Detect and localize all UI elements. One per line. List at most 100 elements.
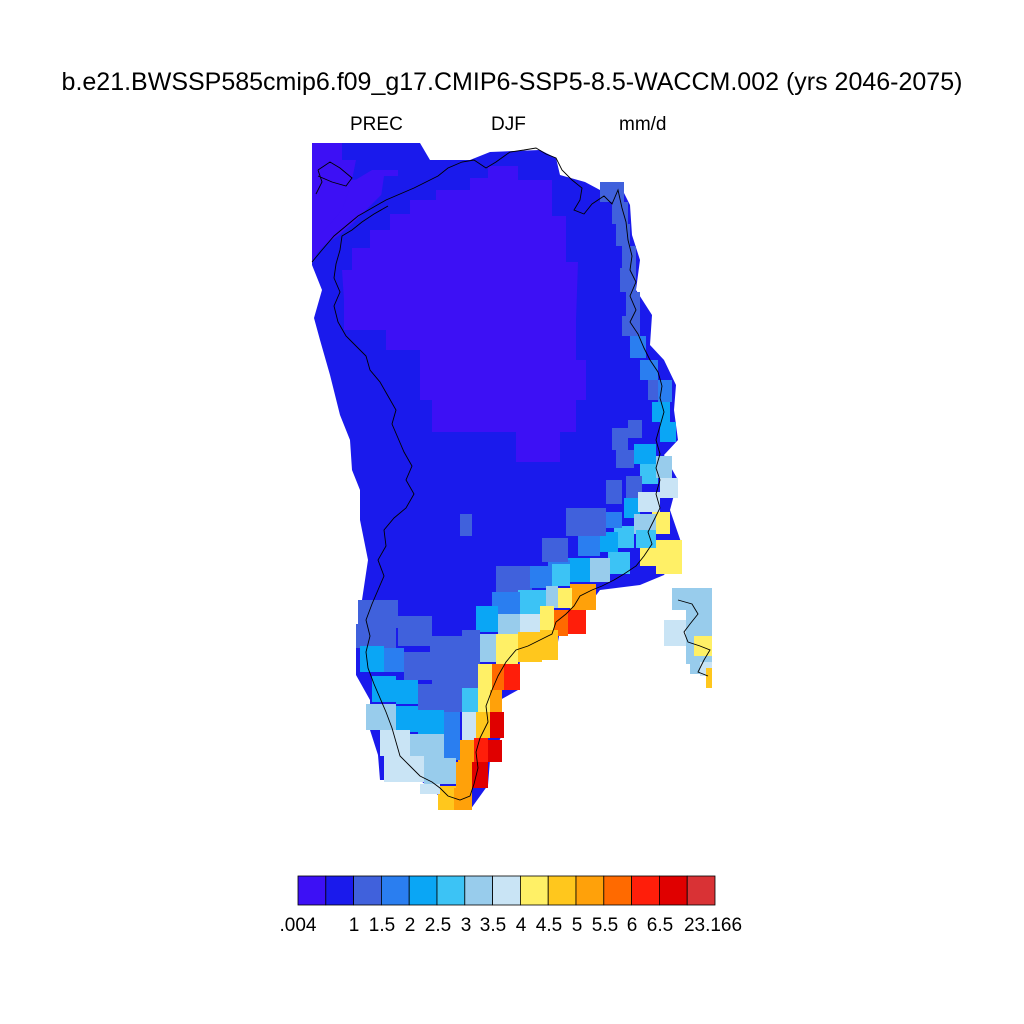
- colorbar-box: [436, 875, 466, 906]
- south-coast-cell: [496, 634, 518, 664]
- colorbar-tick-label: 3.5: [480, 915, 506, 936]
- east-coast-cell: [652, 402, 670, 422]
- southwest-coast-cell: [356, 624, 396, 648]
- south-coast-cell: [462, 630, 480, 664]
- colorbar-box: [520, 875, 549, 906]
- south-coast-cell: [462, 712, 476, 740]
- east-coast-cell: [568, 558, 590, 582]
- east-coast-cell: [634, 514, 656, 534]
- east-coast-cell: [634, 444, 656, 464]
- east-coast-cell: [600, 532, 618, 552]
- southwest-coast-cell: [444, 734, 460, 760]
- east-coast-cell: [624, 498, 640, 518]
- colorbar-box: [603, 875, 632, 906]
- south-coast-cell: [498, 614, 520, 640]
- east-coast-cell: [640, 548, 660, 566]
- colorbar-tick-label: 2: [405, 915, 416, 936]
- southwest-coast-cell: [360, 646, 384, 672]
- colorbar-box: [492, 875, 521, 906]
- south-coast-cell: [568, 610, 586, 634]
- south-coast-cell: [476, 606, 498, 632]
- colorbar-box: [464, 875, 493, 906]
- nw-gap-fill: [318, 170, 398, 252]
- map-cells: [312, 143, 712, 810]
- units-label: mm/d: [619, 114, 667, 135]
- colorbar-tick-label: 2.5: [425, 915, 451, 936]
- colorbar-box: [659, 875, 688, 906]
- east-coast-cell: [600, 182, 624, 202]
- iceland-cell: [664, 620, 686, 646]
- east-coast-cell: [604, 512, 622, 528]
- interior-spot-cell: [460, 514, 472, 536]
- colorbar-boxes: [297, 875, 716, 906]
- south-coast-cell: [520, 614, 540, 636]
- colorbar-tick-label: 5.5: [592, 915, 618, 936]
- southwest-coast-cell: [380, 730, 410, 756]
- east-coast-cell: [660, 422, 676, 442]
- south-coast-cell: [492, 664, 506, 690]
- colorbar-box: [547, 875, 577, 906]
- east-coast-cell: [656, 456, 672, 478]
- colorbar-box: [380, 875, 410, 906]
- east-coast-cell: [640, 464, 658, 484]
- colorbar-box: [325, 875, 354, 906]
- season-label: DJF: [491, 114, 526, 135]
- south-coast-cell: [438, 786, 456, 810]
- colorbar-tick-label: 3: [461, 915, 472, 936]
- east-coast-cell: [608, 552, 630, 574]
- south-coast-cell: [456, 762, 472, 788]
- southwest-coast-cell: [358, 600, 398, 628]
- east-coast-cell: [612, 428, 628, 450]
- south-coast-cell: [546, 586, 558, 608]
- east-coast-cell: [590, 558, 610, 582]
- colorbar-box: [686, 875, 716, 906]
- colorbar-tick-label: 4: [516, 915, 527, 936]
- south-coast-cell: [490, 712, 504, 738]
- southwest-coast-cell: [410, 734, 446, 760]
- southwest-coast-cell: [396, 706, 418, 732]
- southwest-coast-cell: [430, 636, 464, 662]
- colorbar-tick-label: 6.5: [647, 915, 673, 936]
- southwest-coast-cell: [396, 680, 418, 704]
- south-coast-cell: [496, 566, 532, 592]
- southwest-coast-cell: [444, 712, 460, 736]
- south-coast-cell: [554, 610, 568, 636]
- colorbar-tick-label: 1.5: [369, 915, 395, 936]
- southwest-coast-cell: [404, 652, 434, 680]
- south-coast-cell: [458, 740, 476, 764]
- south-coast-cell: [540, 606, 554, 632]
- east-coast-cell: [616, 450, 634, 468]
- iceland-cell: [706, 668, 712, 688]
- south-coast-cell: [474, 738, 488, 762]
- southwest-coast-cell: [420, 784, 440, 794]
- southwest-coast-cell: [398, 616, 432, 646]
- colorbar-tick-label: 5: [572, 915, 583, 936]
- colorbar-box: [353, 875, 382, 906]
- colorbar-box: [297, 875, 327, 906]
- south-coast-cell: [504, 664, 520, 690]
- colorbar-tick-label: 4.5: [536, 915, 562, 936]
- south-coast-cell: [488, 690, 502, 714]
- colorbar-box: [408, 875, 438, 906]
- southwest-coast-cell: [424, 758, 456, 784]
- east-coast-cell: [606, 480, 622, 504]
- east-coast-cell: [660, 478, 678, 498]
- southwest-coast-cell: [384, 648, 404, 672]
- south-coast-cell: [518, 632, 542, 662]
- colorbar-labels: .004 1 1.5 2 2.5 3 3.5 4 4.5 5 5.5 6 6.5 23.166: [280, 915, 743, 936]
- colorbar-tick-label: 6: [627, 915, 638, 936]
- colorbar-box: [631, 875, 660, 906]
- east-coast-cell: [628, 420, 642, 438]
- south-coast-cell: [472, 762, 488, 788]
- precip-region: [380, 176, 408, 204]
- south-coast-cell: [476, 634, 496, 662]
- south-coast-cell: [558, 588, 572, 608]
- southwest-coast-cell: [418, 710, 444, 734]
- south-coast-cell: [530, 566, 554, 588]
- plot-title: b.e21.BWSSP585cmip6.f09_g17.CMIP6-SSP5-8…: [61, 68, 963, 96]
- east-coast-cell: [614, 526, 634, 548]
- east-coast-cell: [652, 512, 670, 534]
- south-coast-cell: [458, 664, 478, 690]
- east-coast-cell: [638, 492, 660, 512]
